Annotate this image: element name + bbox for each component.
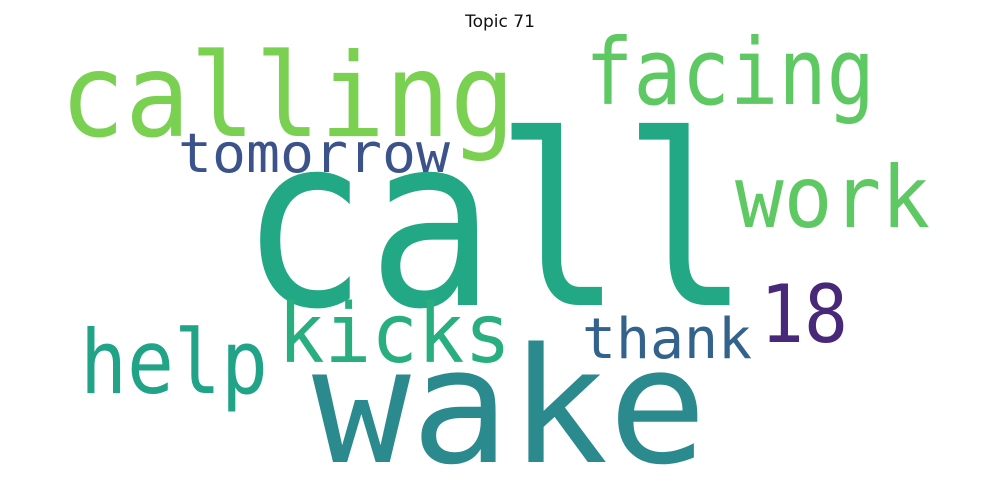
word-wake: wake	[312, 313, 707, 500]
word-work: work	[735, 148, 930, 248]
word-calling: calling	[60, 29, 515, 164]
word-call: call	[240, 85, 750, 362]
word-tomorrow: tomorrow	[178, 122, 451, 185]
word-kicks: kicks	[278, 287, 511, 382]
word-help: help	[80, 311, 268, 414]
word-facing: facing	[585, 19, 875, 126]
word-18: 18	[760, 268, 848, 361]
figure-title: Topic 71	[465, 12, 535, 32]
word-thank: thank	[582, 307, 752, 372]
